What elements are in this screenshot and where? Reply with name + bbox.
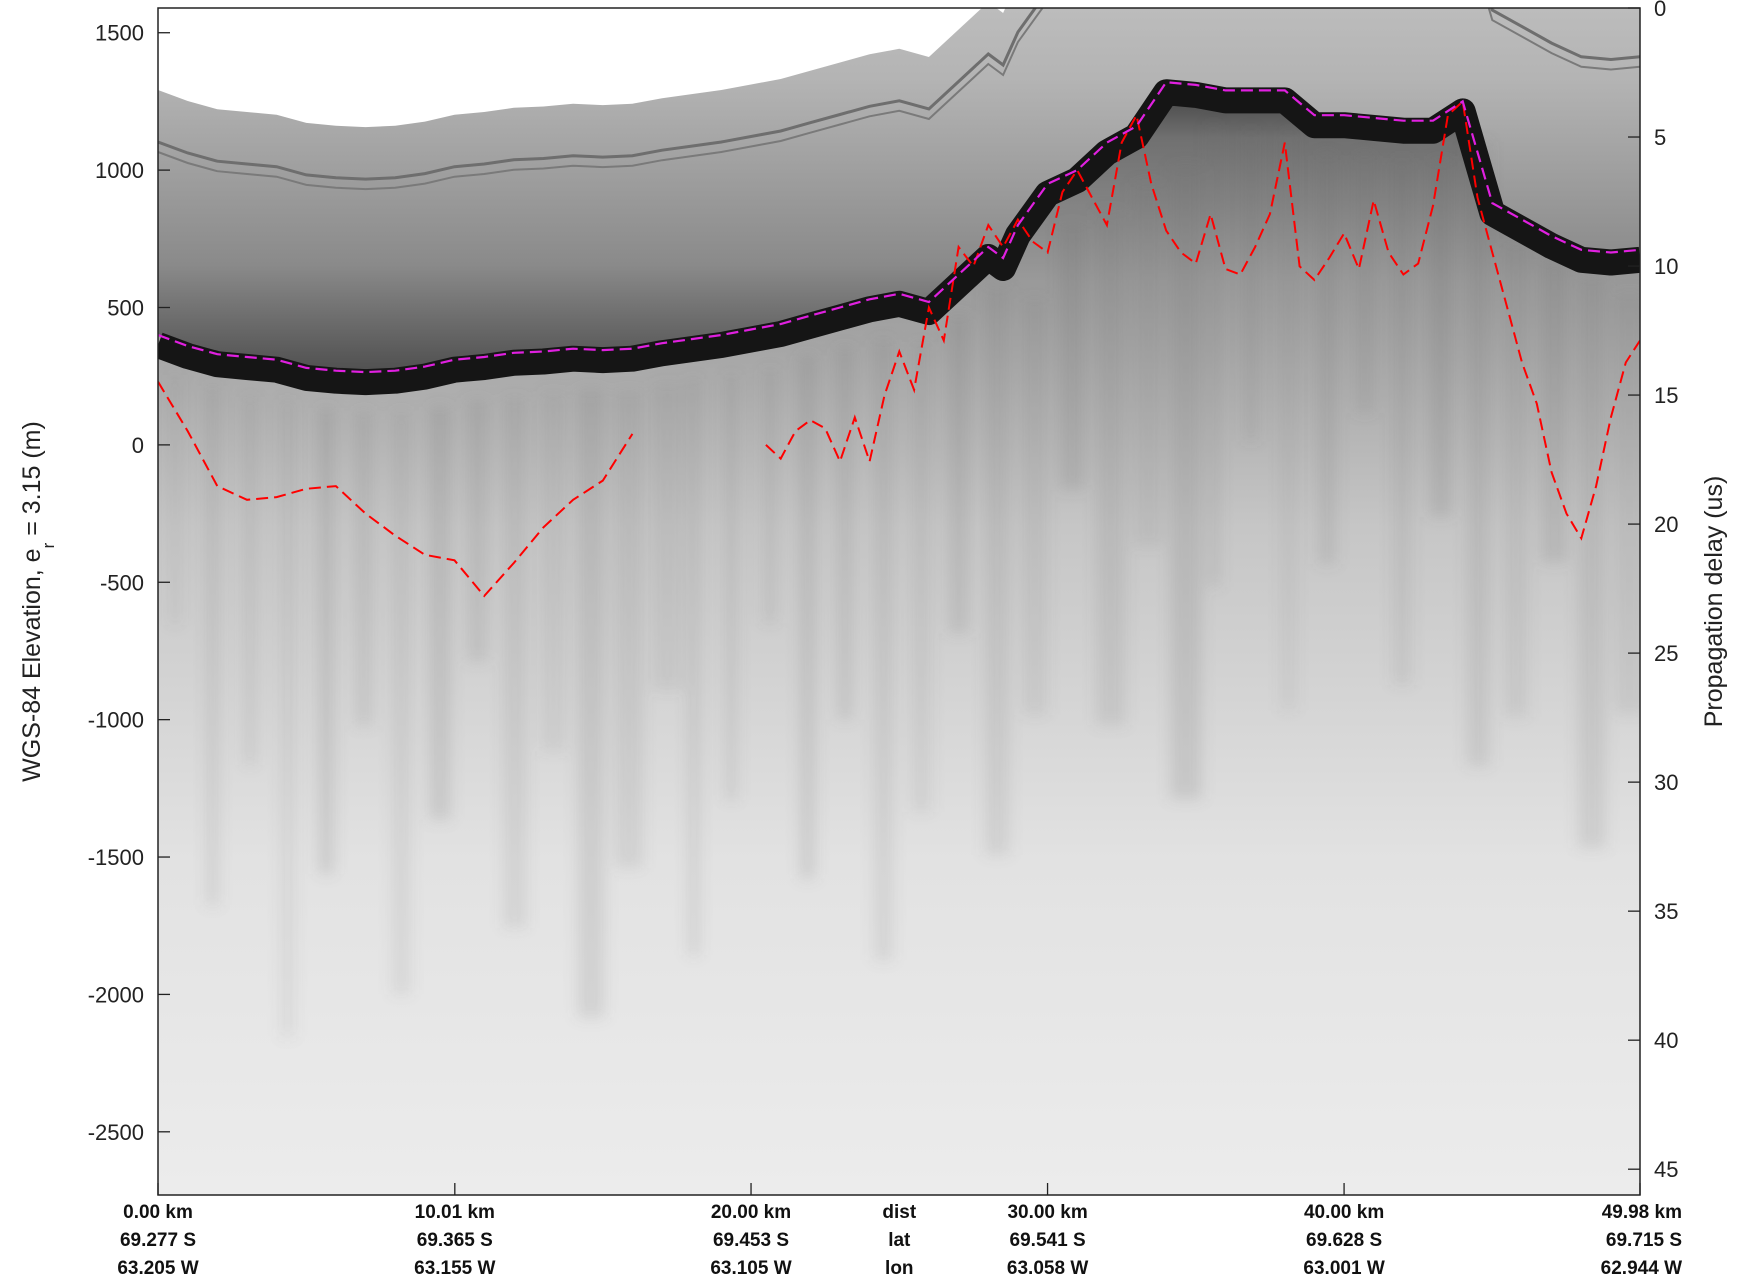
- echo-streak: [1059, 223, 1086, 490]
- y-tick-label: -1500: [88, 845, 144, 870]
- echo-streak: [762, 369, 777, 624]
- echo-streak: [207, 386, 219, 905]
- y-tick-label: -2000: [88, 982, 144, 1007]
- y-axis-title-suffix: = 3.15 (m): [18, 421, 46, 543]
- surface-pick-line: [158, 81, 1640, 374]
- x-row-name: lat: [888, 1230, 911, 1251]
- x-axis: 0.00 km 69.277 S 63.205 W 10.01 km 69.365 S 6…: [117, 1183, 1682, 1279]
- echo-streak: [948, 314, 970, 634]
- echo-streak: [911, 342, 931, 812]
- y-tick-label: 500: [107, 295, 144, 320]
- y-axis-title: WGS-84 Elevation, er = 3.15 (m): [18, 421, 58, 782]
- x-tick-label-dist: 40.00 km: [1304, 1202, 1384, 1223]
- echo-streak: [244, 397, 257, 765]
- series-layer: [158, 81, 1640, 598]
- echo-streak: [688, 379, 699, 956]
- y-tick-label: -500: [100, 570, 144, 595]
- echo-streak: [614, 390, 643, 869]
- plot-area: [158, 8, 1640, 1195]
- x-tick-label-lon: 63.105 W: [710, 1258, 791, 1279]
- x-tick-label-dist: 0.00 km: [123, 1202, 193, 1223]
- echo-streak: [1355, 155, 1374, 414]
- y2-tick-label: 35: [1654, 899, 1678, 924]
- x-tick-label-lat: 69.715 S: [1606, 1230, 1682, 1251]
- echo-streak: [1503, 243, 1528, 718]
- echo-streak: [873, 339, 893, 961]
- echo-streak: [1207, 124, 1220, 587]
- echo-streak: [1466, 141, 1490, 767]
- echo-streak: [1170, 166, 1202, 800]
- plot-frame: [157, 7, 1641, 1196]
- x-tick-label-lat: 69.277 S: [120, 1230, 196, 1251]
- x-tick-label-dist: 30.00 km: [1007, 1202, 1087, 1223]
- echo-streak: [651, 383, 683, 691]
- x-tick-label-dist: 20.00 km: [711, 1202, 791, 1223]
- x-tick-label-lat: 69.628 S: [1306, 1230, 1382, 1251]
- surface-clutter-band: [158, 8, 1640, 373]
- y2-tick-label: 45: [1654, 1157, 1678, 1182]
- y2-axis: 0 5 10 15 20 25 30 35 40 45: [1628, 0, 1678, 1182]
- y2-tick-label: 10: [1654, 254, 1678, 279]
- aircraft-echo-line: [158, 8, 1640, 191]
- y2-axis-title: Propagation delay (us): [1700, 476, 1728, 728]
- echo-streak: [985, 287, 1010, 855]
- y-tick-label: 1000: [95, 158, 144, 183]
- y2-tick-label: 30: [1654, 770, 1678, 795]
- x-tick-label-lat: 69.541 S: [1010, 1230, 1086, 1251]
- echo-streak: [1244, 130, 1258, 442]
- x-tick-label-lon: 63.155 W: [414, 1258, 495, 1279]
- echo-streak: [799, 355, 815, 879]
- y-tick-label: -1000: [88, 708, 144, 733]
- y2-tick-label: 25: [1654, 641, 1678, 666]
- echo-streak: [170, 375, 180, 625]
- echo-streak: [1281, 130, 1296, 711]
- x-tick-label-lon: 63.058 W: [1007, 1258, 1088, 1279]
- echo-streak: [1022, 298, 1048, 715]
- echo-streak: [429, 406, 451, 820]
- y2-tick-label: 20: [1654, 512, 1678, 537]
- echo-streak: [392, 410, 411, 995]
- surface-echo-band: [158, 79, 1640, 396]
- echo-streak: [355, 410, 373, 726]
- y2-tick-label: 5: [1654, 125, 1666, 150]
- echo-streak: [1577, 276, 1606, 849]
- x-tick-label-lat: 69.365 S: [417, 1230, 493, 1251]
- x-tick-label-dist: 10.01 km: [415, 1202, 495, 1223]
- y2-tick-label: 40: [1654, 1028, 1678, 1053]
- echo-streak: [503, 397, 527, 928]
- echo-streak: [725, 375, 737, 800]
- echo-streak: [540, 391, 567, 752]
- echo-streak: [1392, 157, 1412, 685]
- y-tick-label: 1500: [95, 21, 144, 46]
- echo-streak: [318, 407, 335, 874]
- y-tick-label: -2500: [88, 1120, 144, 1145]
- x-row-name: dist: [882, 1202, 916, 1223]
- echo-streak: [1540, 259, 1568, 563]
- echo-streak: [281, 399, 295, 1037]
- x-tick-label-lat: 69.453 S: [713, 1230, 789, 1251]
- echo-streak: [466, 399, 489, 662]
- x-tick-label-dist: 49.98 km: [1602, 1202, 1682, 1223]
- bed-pick-line: [765, 99, 1640, 541]
- echo-streak: [1429, 160, 1452, 517]
- echo-streaks: [170, 124, 1640, 1037]
- y-axis: 1500 1000 500 0 -500 -1000 -1500 -2000 -2500: [88, 21, 170, 1145]
- echo-streak: [1318, 155, 1336, 565]
- echo-streak: [577, 388, 605, 1018]
- y2-tick-label: 0: [1654, 0, 1666, 21]
- y-axis-title-subscript: r: [39, 542, 58, 548]
- y-tick-label: 0: [132, 433, 144, 458]
- x-tick-label-lon: 62.944 W: [1601, 1258, 1682, 1279]
- aircraft-echo-line: [158, 8, 1640, 181]
- echo-streak: [1615, 292, 1640, 714]
- x-tick-label-lon: 63.001 W: [1303, 1258, 1384, 1279]
- x-tick-label-lon: 63.205 W: [117, 1258, 198, 1279]
- echo-streak: [1096, 210, 1126, 726]
- x-row-name: lon: [885, 1258, 914, 1279]
- y2-tick-label: 15: [1654, 383, 1678, 408]
- echo-streak: [836, 347, 853, 720]
- echo-streak: [1133, 182, 1164, 547]
